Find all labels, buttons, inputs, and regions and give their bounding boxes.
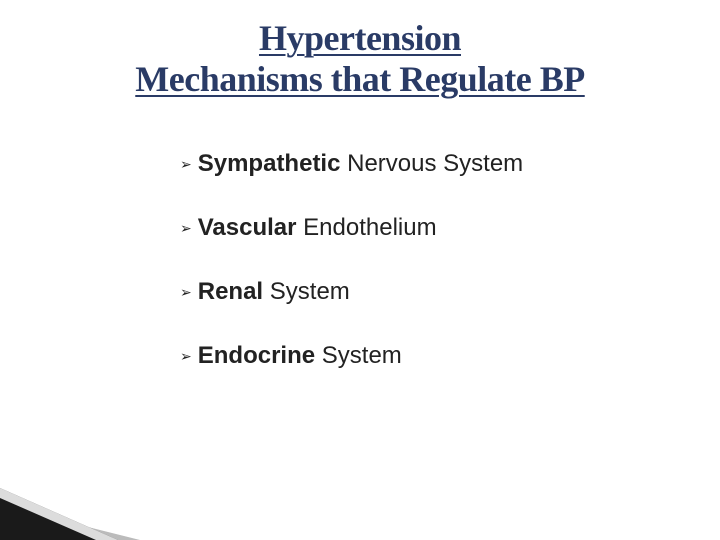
- bullet-text: Endocrine System: [198, 342, 402, 370]
- bullet-rest: Nervous System: [340, 150, 523, 177]
- bullet-rest: System: [263, 278, 350, 305]
- accent-shadow: [0, 505, 140, 540]
- bullet-bold: Sympathetic: [198, 150, 341, 177]
- bullet-marker-icon: ➢: [180, 157, 192, 174]
- bullet-rest: System: [315, 342, 402, 369]
- bullet-list: ➢ Sympathetic Nervous System ➢ Vascular …: [180, 150, 523, 406]
- bullet-marker-icon: ➢: [180, 221, 192, 238]
- bullet-bold: Endocrine: [198, 342, 315, 369]
- bullet-bold: Renal: [198, 278, 263, 305]
- list-item: ➢ Sympathetic Nervous System: [180, 150, 523, 178]
- bullet-text: Sympathetic Nervous System: [198, 150, 523, 178]
- bullet-bold: Vascular: [198, 214, 297, 241]
- accent-dark: [0, 488, 118, 540]
- bullet-rest: Endothelium: [296, 214, 436, 241]
- list-item: ➢ Vascular Endothelium: [180, 214, 523, 242]
- list-item: ➢ Endocrine System: [180, 342, 523, 370]
- bullet-marker-icon: ➢: [180, 349, 192, 366]
- title-line-2: Mechanisms that Regulate BP: [0, 59, 720, 100]
- title-line-1: Hypertension: [0, 18, 720, 59]
- list-item: ➢ Renal System: [180, 278, 523, 306]
- accent-highlight: [0, 488, 118, 540]
- bullet-text: Renal System: [198, 278, 350, 306]
- bullet-marker-icon: ➢: [180, 285, 192, 302]
- corner-accent-icon: [0, 480, 180, 540]
- title-block: Hypertension Mechanisms that Regulate BP: [0, 0, 720, 101]
- bullet-text: Vascular Endothelium: [198, 214, 437, 242]
- slide: Hypertension Mechanisms that Regulate BP…: [0, 0, 720, 540]
